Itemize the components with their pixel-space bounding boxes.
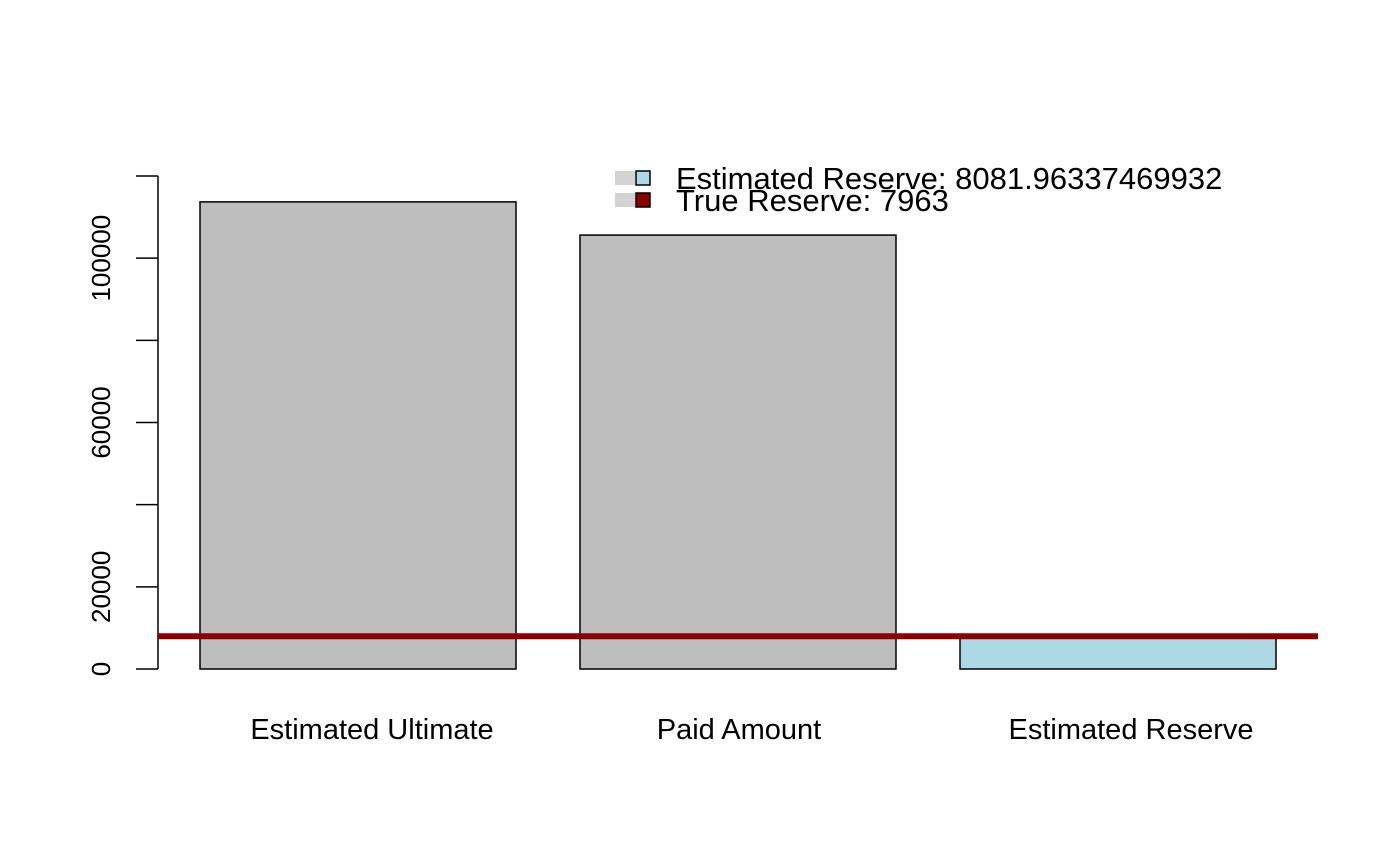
legend-swatch [635, 192, 651, 208]
legend-entry-label: True Reserve: 7963 [676, 183, 949, 218]
bar-estimated-reserve [959, 635, 1277, 670]
y-tick-label: 0 [86, 662, 116, 676]
bars [199, 201, 1277, 670]
legend-swatch [635, 170, 651, 186]
legend-background-patch [615, 193, 635, 207]
category-label: Estimated Reserve [1009, 714, 1254, 746]
y-axis: 0 20000 60000 100000 [86, 175, 159, 676]
category-label: Paid Amount [657, 714, 821, 746]
y-tick-label: 100000 [86, 215, 116, 302]
legend-entry-label: Estimated Reserve: 8081.96337469932 [676, 161, 1222, 196]
legend-background-patch [615, 171, 635, 185]
bar-paid-amount [579, 234, 897, 670]
category-labels: Estimated Ultimate Paid Amount Estimated R… [250, 714, 1253, 746]
y-tick-label: 60000 [86, 386, 116, 458]
legend: Estimated Reserve: 8081.96337469932True … [615, 161, 1222, 218]
category-label: Estimated Ultimate [250, 714, 493, 746]
y-tick-label: 20000 [86, 551, 116, 623]
bar-estimated-ultimate [199, 201, 517, 670]
